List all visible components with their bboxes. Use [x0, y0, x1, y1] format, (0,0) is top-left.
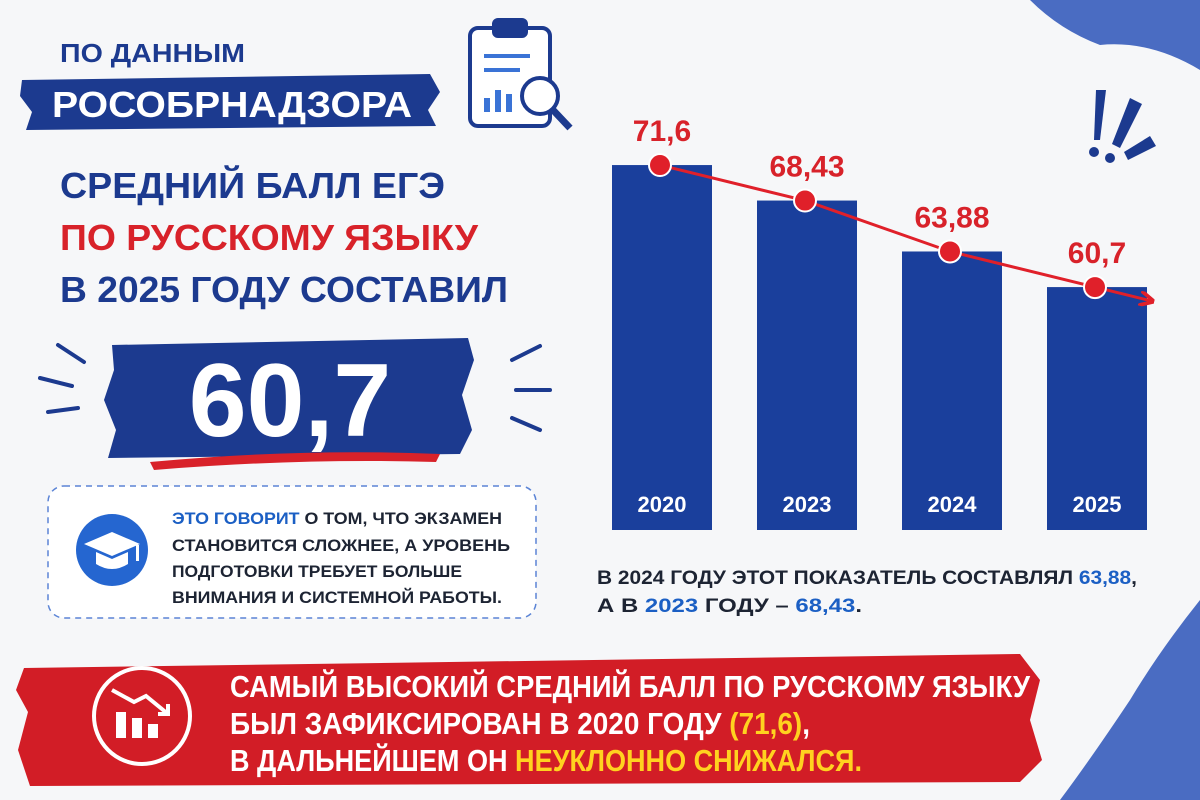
info-line: ПОДГОТОВКИ ТРЕБУЕТ БОЛЬШЕ [172, 562, 462, 581]
footer-banner [16, 654, 1042, 786]
bar-chart: 2020 2023 2024 2025 71,6 68,43 63,88 60,7 [612, 115, 1151, 531]
corner-brush [1030, 0, 1200, 70]
footer-text: БЫЛ ЗАФИКСИРОВАН В 2020 ГОДУ [230, 706, 729, 741]
decline-icon [92, 666, 192, 766]
info-line: ЭТО ГОВОРИТ О ТОМ, ЧТО ЭКЗАМЕН [172, 509, 502, 528]
note-line: А В 2023 ГОДУ – 68,43. [597, 596, 862, 617]
note-line: В 2024 ГОДУ ЭТОТ ПОКАЗАТЕЛЬ СОСТАВЛЯЛ 63… [597, 568, 1137, 589]
trend-point [938, 239, 962, 264]
info-text: О ТОМ, ЧТО ЭКЗАМЕН [300, 509, 502, 528]
trend-line [659, 163, 1096, 289]
highlight-underline [150, 452, 440, 470]
exclamation-icon [1089, 90, 1156, 163]
value-label: 68,43 [769, 151, 844, 184]
footer-text: В ДАЛЬНЕЙШЕМ ОН [230, 742, 515, 778]
info-line: СТАНОВИТСЯ СЛОЖНЕЕ, А УРОВЕНЬ [172, 536, 510, 555]
x-tick-label: 2020 [638, 492, 687, 517]
note-text: А В [597, 596, 645, 617]
footer-line: САМЫЙ ВЫСОКИЙ СРЕДНИЙ БАЛЛ ПО РУССКОМУ Я… [230, 668, 1031, 704]
highlight-value: 60,7 [189, 343, 391, 459]
note-text: , [1131, 568, 1137, 589]
bar [757, 200, 857, 531]
bar [902, 251, 1002, 530]
footer-line: БЫЛ ЗАФИКСИРОВАН В 2020 ГОДУ (71,6), [230, 706, 810, 741]
source-banner [20, 74, 440, 130]
title-line: СРЕДНИЙ БАЛЛ ЕГЭ [60, 164, 445, 206]
title-line: В 2025 ГОДУ СОСТАВИЛ [60, 269, 508, 310]
value-label: 63,88 [914, 201, 989, 234]
corner-brush [1060, 600, 1200, 800]
trend-point [1083, 275, 1107, 300]
clipboard-icon [468, 18, 573, 131]
x-tick-label: 2024 [928, 492, 978, 517]
note-text: В 2024 ГОДУ ЭТОТ ПОКАЗАТЕЛЬ СОСТАВЛЯЛ [597, 568, 1079, 589]
trend-point [648, 153, 672, 178]
title-line: ПО РУССКОМУ ЯЗЫКУ [60, 217, 479, 258]
highlight-banner [104, 338, 474, 458]
note-text: . [855, 596, 862, 617]
info-line: ВНИМАНИЯ И СИСТЕМНОЙ РАБОТЫ. [172, 588, 502, 607]
source-name: РОСОБРНАДЗОРА [52, 84, 412, 125]
footer-line: В ДАЛЬНЕЙШЕМ ОН НЕУКЛОННО СНИЖАЛСЯ. [230, 742, 862, 778]
note-text: ГОДУ – [698, 596, 795, 617]
info-accent: ЭТО ГОВОРИТ [172, 509, 300, 528]
source-line: ПО ДАННЫМ [60, 38, 245, 68]
x-tick-label: 2025 [1073, 492, 1122, 517]
note-accent: 2023 [645, 596, 698, 617]
value-label: 71,6 [633, 115, 691, 148]
note-accent: 68,43 [795, 596, 855, 617]
info-box [47, 485, 537, 619]
footer-accent: (71,6) [729, 706, 802, 741]
note-accent: 63,88 [1079, 568, 1131, 589]
trend-point [793, 188, 817, 213]
footer-text: , [802, 706, 810, 741]
value-label: 60,7 [1068, 237, 1126, 270]
burst-lines [38, 343, 552, 432]
footer-accent: НЕУКЛОННО СНИЖАЛСЯ. [515, 743, 862, 778]
graduation-cap [84, 532, 140, 569]
bar [1047, 287, 1147, 530]
bar [612, 165, 712, 531]
x-tick-label: 2023 [783, 492, 832, 517]
